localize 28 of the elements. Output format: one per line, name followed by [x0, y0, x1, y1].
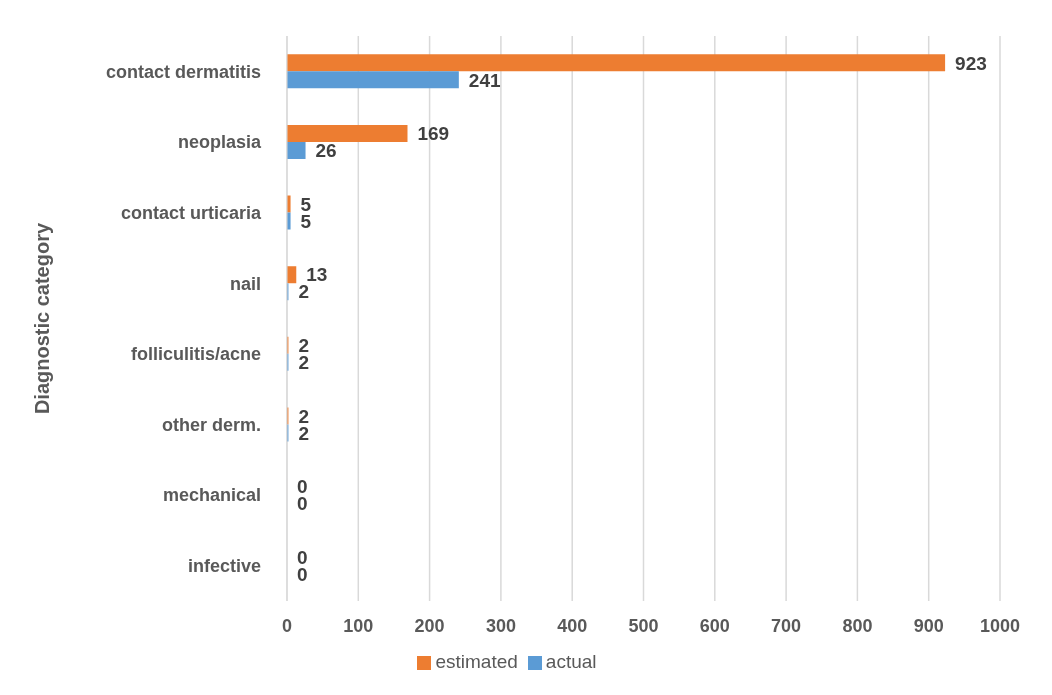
data-label: 169	[417, 123, 450, 145]
data-label: 923	[955, 52, 987, 74]
data-label: 241	[468, 69, 501, 91]
y-tick-label: contact urticaria	[120, 202, 262, 223]
x-tick-label: 600	[699, 615, 730, 636]
x-tick-label: 200	[414, 615, 445, 636]
legend-label: actual	[545, 651, 597, 672]
data-label: 2	[298, 281, 309, 303]
x-tick-label: 300	[485, 615, 516, 636]
y-tick-label: contact dermatitis	[105, 61, 261, 82]
x-tick-label: 900	[913, 615, 944, 636]
y-axis-title: Diagnostic category	[31, 222, 54, 415]
data-label: 26	[315, 140, 337, 162]
x-tick-label: 0	[281, 615, 293, 636]
y-tick-label: neoplasia	[177, 132, 262, 153]
data-label: 13	[306, 264, 328, 286]
x-tick-label: 800	[842, 615, 873, 636]
y-tick-label: mechanical	[162, 485, 261, 506]
legend-label: estimated	[435, 651, 518, 672]
y-tick-label: infective	[187, 556, 261, 577]
x-tick-label: 700	[771, 615, 802, 636]
x-tick-label: 400	[557, 615, 588, 636]
x-tick-label: 500	[628, 615, 659, 636]
x-tick-label: 1000	[979, 615, 1021, 636]
x-tick-label: 100	[343, 615, 374, 636]
y-tick-label: other derm.	[161, 414, 261, 435]
y-tick-label: folliculitis/acne	[130, 344, 261, 365]
y-tick-label: nail	[229, 273, 261, 294]
